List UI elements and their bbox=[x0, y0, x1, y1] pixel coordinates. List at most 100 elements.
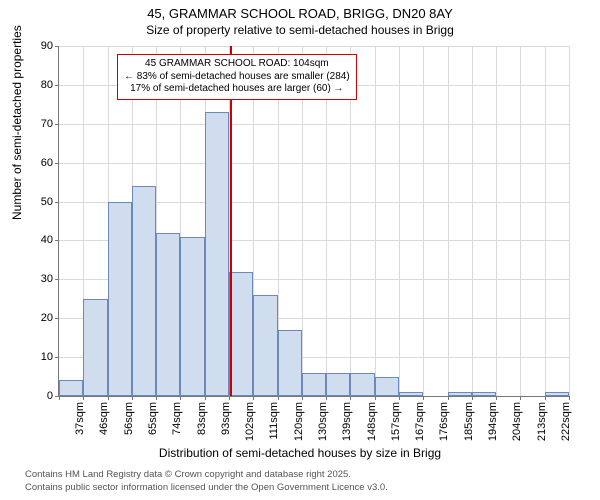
chart-area: 010203040506070809037sqm46sqm56sqm65sqm7… bbox=[58, 46, 568, 396]
annotation-line1: 45 GRAMMAR SCHOOL ROAD: 104sqm bbox=[124, 58, 350, 71]
grid-line-v bbox=[569, 46, 570, 396]
grid-line-h bbox=[59, 124, 569, 125]
ytick-mark bbox=[55, 46, 59, 47]
grid-line-h bbox=[59, 163, 569, 164]
footer-line2: Contains public sector information licen… bbox=[25, 482, 388, 494]
grid-line-v bbox=[448, 46, 449, 396]
chart-title-sub: Size of property relative to semi-detach… bbox=[0, 21, 600, 37]
xtick-mark bbox=[350, 396, 351, 400]
xtick-mark bbox=[399, 396, 400, 400]
histogram-bar bbox=[205, 112, 229, 396]
xtick-mark bbox=[132, 396, 133, 400]
xtick-mark bbox=[496, 396, 497, 400]
histogram-bar bbox=[399, 392, 423, 396]
histogram-bar bbox=[253, 295, 277, 396]
ytick-mark bbox=[55, 202, 59, 203]
xtick-mark bbox=[423, 396, 424, 400]
histogram-bar bbox=[108, 202, 132, 396]
ytick-label: 10 bbox=[27, 351, 53, 363]
xtick-label: 130sqm bbox=[317, 402, 329, 441]
grid-line-v bbox=[423, 46, 424, 396]
x-axis-label: Distribution of semi-detached houses by … bbox=[0, 446, 600, 460]
xtick-mark bbox=[205, 396, 206, 400]
xtick-mark bbox=[472, 396, 473, 400]
xtick-mark bbox=[278, 396, 279, 400]
ytick-mark bbox=[55, 85, 59, 86]
xtick-label: 185sqm bbox=[463, 402, 475, 441]
xtick-mark bbox=[83, 396, 84, 400]
xtick-mark bbox=[375, 396, 376, 400]
ytick-label: 80 bbox=[27, 79, 53, 91]
annotation-line2: ← 83% of semi-detached houses are smalle… bbox=[124, 71, 350, 84]
ytick-mark bbox=[55, 240, 59, 241]
ytick-mark bbox=[55, 163, 59, 164]
xtick-mark bbox=[326, 396, 327, 400]
grid-line-v bbox=[375, 46, 376, 396]
xtick-label: 222sqm bbox=[560, 402, 572, 441]
xtick-label: 37sqm bbox=[74, 402, 86, 435]
xtick-mark bbox=[545, 396, 546, 400]
xtick-label: 83sqm bbox=[196, 402, 208, 435]
histogram-bar bbox=[59, 380, 83, 396]
annotation-box: 45 GRAMMAR SCHOOL ROAD: 104sqm← 83% of s… bbox=[117, 54, 357, 100]
grid-line-v bbox=[520, 46, 521, 396]
histogram-bar bbox=[229, 272, 253, 396]
xtick-mark bbox=[229, 396, 230, 400]
histogram-bar bbox=[278, 330, 302, 396]
ytick-mark bbox=[55, 318, 59, 319]
plot-area: 010203040506070809037sqm46sqm56sqm65sqm7… bbox=[58, 46, 569, 397]
xtick-label: 93sqm bbox=[220, 402, 232, 435]
xtick-mark bbox=[156, 396, 157, 400]
histogram-bar bbox=[448, 392, 472, 396]
histogram-bar bbox=[375, 377, 399, 396]
xtick-mark bbox=[302, 396, 303, 400]
grid-line-v bbox=[399, 46, 400, 396]
xtick-mark bbox=[59, 396, 60, 400]
grid-line-v bbox=[496, 46, 497, 396]
ytick-label: 0 bbox=[27, 390, 53, 402]
histogram-bar bbox=[156, 233, 180, 396]
histogram-bar bbox=[83, 299, 107, 396]
xtick-label: 120sqm bbox=[293, 402, 305, 441]
xtick-mark bbox=[448, 396, 449, 400]
footer-line1: Contains HM Land Registry data © Crown c… bbox=[25, 469, 388, 481]
xtick-label: 176sqm bbox=[438, 402, 450, 441]
histogram-bar bbox=[180, 237, 204, 396]
chart-title-main: 45, GRAMMAR SCHOOL ROAD, BRIGG, DN20 8AY bbox=[0, 0, 600, 21]
xtick-label: 167sqm bbox=[414, 402, 426, 441]
histogram-bar bbox=[132, 186, 156, 396]
histogram-bar bbox=[326, 373, 350, 396]
ytick-label: 70 bbox=[27, 118, 53, 130]
xtick-label: 46sqm bbox=[98, 402, 110, 435]
ytick-mark bbox=[55, 357, 59, 358]
footer-attribution: Contains HM Land Registry data © Crown c… bbox=[25, 469, 388, 494]
grid-line-v bbox=[472, 46, 473, 396]
histogram-bar bbox=[545, 392, 569, 396]
chart-container: 45, GRAMMAR SCHOOL ROAD, BRIGG, DN20 8AY… bbox=[0, 0, 600, 500]
annotation-line3: 17% of semi-detached houses are larger (… bbox=[124, 83, 350, 96]
ytick-label: 30 bbox=[27, 273, 53, 285]
xtick-mark bbox=[108, 396, 109, 400]
xtick-label: 65sqm bbox=[147, 402, 159, 435]
ytick-mark bbox=[55, 279, 59, 280]
ytick-mark bbox=[55, 124, 59, 125]
histogram-bar bbox=[302, 373, 326, 396]
xtick-label: 56sqm bbox=[123, 402, 135, 435]
grid-line-h bbox=[59, 46, 569, 47]
xtick-label: 148sqm bbox=[366, 402, 378, 441]
ytick-label: 40 bbox=[27, 234, 53, 246]
xtick-label: 102sqm bbox=[244, 402, 256, 441]
xtick-mark bbox=[180, 396, 181, 400]
grid-line-v bbox=[545, 46, 546, 396]
histogram-bar bbox=[350, 373, 374, 396]
histogram-bar bbox=[472, 392, 496, 396]
xtick-label: 204sqm bbox=[511, 402, 523, 441]
ytick-label: 50 bbox=[27, 196, 53, 208]
ytick-label: 20 bbox=[27, 312, 53, 324]
xtick-label: 74sqm bbox=[171, 402, 183, 435]
xtick-label: 139sqm bbox=[341, 402, 353, 441]
ytick-label: 90 bbox=[27, 40, 53, 52]
xtick-mark bbox=[569, 396, 570, 400]
xtick-label: 157sqm bbox=[390, 402, 402, 441]
ytick-label: 60 bbox=[27, 157, 53, 169]
